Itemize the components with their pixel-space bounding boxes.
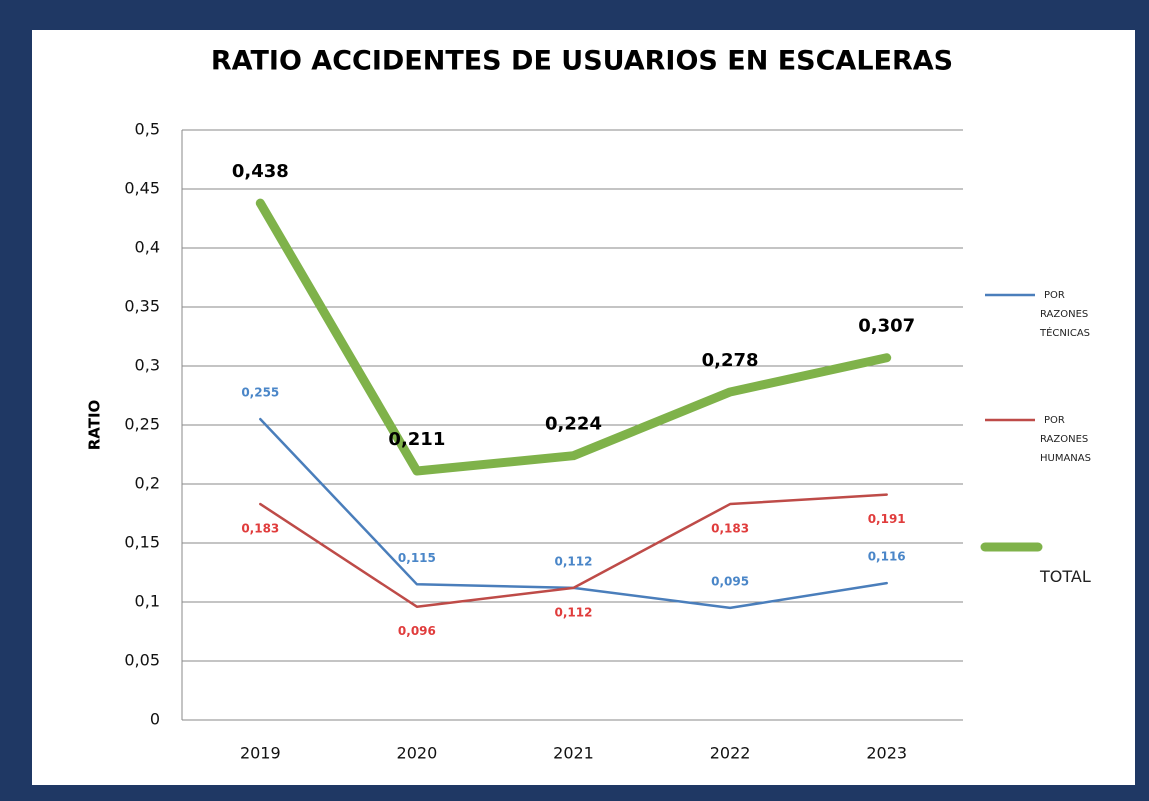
data-label: 0,183 — [241, 522, 279, 536]
data-label: 0,112 — [555, 554, 593, 568]
y-tick-label: 0,25 — [124, 415, 160, 434]
y-axis-label: RATIO — [86, 400, 104, 451]
data-label: 0,211 — [388, 429, 445, 450]
chart-title: RATIO ACCIDENTES DE USUARIOS EN ESCALERA… — [211, 46, 953, 77]
y-tick-label: 0 — [150, 710, 160, 729]
data-label: 0,183 — [711, 522, 749, 536]
data-label: 0,438 — [232, 161, 289, 182]
data-label: 0,112 — [555, 605, 593, 619]
data-label: 0,307 — [858, 316, 915, 337]
data-label: 0,096 — [398, 624, 436, 638]
data-label: 0,116 — [868, 550, 906, 564]
legend-label: TOTAL — [1040, 567, 1091, 586]
y-tick-label: 0,45 — [124, 179, 160, 198]
series-line — [259, 417, 888, 610]
data-label: 0,278 — [702, 350, 759, 371]
x-tick-label: 2021 — [553, 744, 594, 763]
series-line — [255, 198, 892, 476]
data-label: 0,191 — [868, 512, 906, 526]
y-tick-label: 0,3 — [135, 356, 160, 375]
data-label: 0,095 — [711, 574, 749, 588]
data-label: 0,255 — [241, 386, 279, 400]
x-tick-label: 2020 — [397, 744, 438, 763]
data-label: 0,224 — [545, 414, 602, 435]
y-tick-label: 0,1 — [135, 592, 160, 611]
data-label: 0,115 — [398, 551, 436, 565]
x-tick-label: 2022 — [710, 744, 751, 763]
series-line — [259, 493, 888, 608]
y-tick-label: 0,35 — [124, 297, 160, 316]
y-tick-label: 0,4 — [135, 238, 160, 257]
y-tick-label: 0,5 — [135, 120, 160, 139]
chart-panel — [32, 30, 1135, 785]
y-tick-label: 0,05 — [124, 651, 160, 670]
x-tick-label: 2023 — [866, 744, 907, 763]
legend-label: POR RAZONES TÉCNICAS — [1040, 290, 1091, 339]
y-tick-label: 0,2 — [135, 474, 160, 493]
y-tick-label: 0,15 — [124, 533, 160, 552]
x-tick-label: 2019 — [240, 744, 281, 763]
legend-label: POR RAZONES HUMANAS — [1040, 415, 1091, 464]
